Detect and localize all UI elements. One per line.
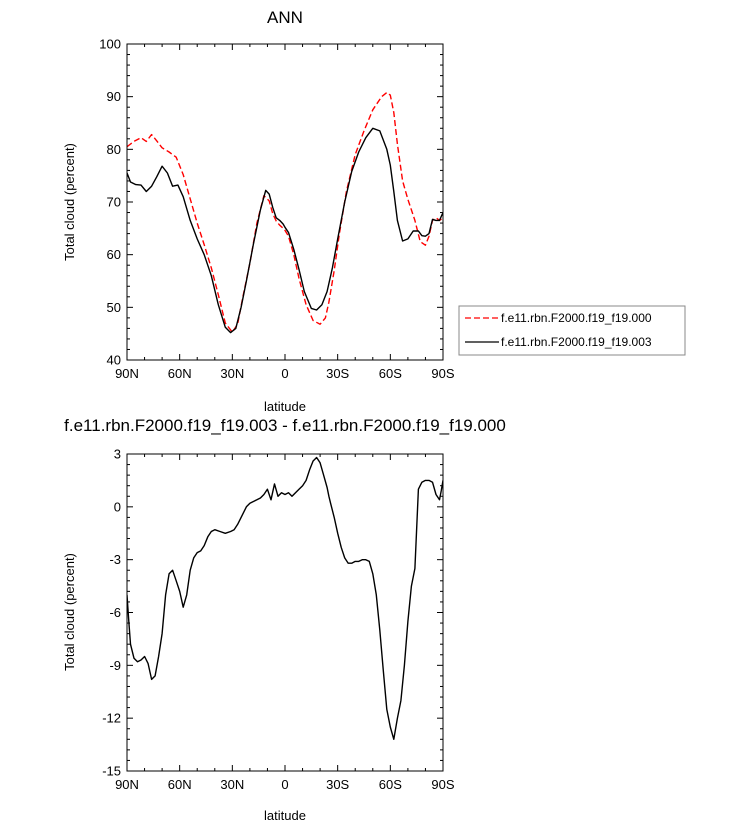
bottom-plot-frame [126,453,444,772]
top-y-tick-label: 50 [107,300,121,315]
bottom-x-tick-label: 90S [431,777,454,792]
bottom-y-tick-label: 0 [114,499,121,514]
legend-entry-1: f.e11.rbn.F2000.f19_f19.000 [501,311,652,325]
bottom-x-tick-label: 60S [379,777,402,792]
bottom-x-tick-label: 30S [326,777,349,792]
top-series-line-1 [127,91,443,333]
top-y-tick-label: 90 [107,89,121,104]
top-x-tick-label: 30N [220,366,244,381]
bottom-y-tick-label: -12 [102,711,121,726]
bottom-chart-title: f.e11.rbn.F2000.f19_f19.003 - f.e11.rbn.… [64,416,506,435]
top-x-tick-label: 60N [168,366,192,381]
top-y-axis-label: Total cloud (percent) [62,143,77,261]
top-plot-frame [126,43,444,361]
bottom-y-tick-label: -3 [109,552,121,567]
top-y-tick-label: 100 [99,37,121,52]
top-y-tick-label: 40 [107,353,121,368]
bottom-panel: f.e11.rbn.F2000.f19_f19.003 - f.e11.rbn.… [62,416,506,823]
top-x-axis-label: latitude [264,399,306,414]
top-y-tick-label: 60 [107,247,121,262]
top-x-tick-label: 90N [115,366,139,381]
bottom-x-tick-label: 60N [168,777,192,792]
top-legend: f.e11.rbn.F2000.f19_f19.000 f.e11.rbn.F2… [458,305,686,356]
bottom-x-tick-label: 90N [115,777,139,792]
bottom-x-axis-label: latitude [264,808,306,823]
top-y-tick-label: 70 [107,195,121,210]
top-x-tick-label: 30S [326,366,349,381]
top-x-tick-label: 0 [281,366,288,381]
bottom-y-axis-label: Total cloud (percent) [62,553,77,671]
bottom-y-tick-label: 3 [114,447,121,462]
legend-entry-2: f.e11.rbn.F2000.f19_f19.003 [501,335,652,349]
top-chart-title: ANN [267,8,303,27]
top-x-tick-label: 90S [431,366,454,381]
bottom-y-tick-label: -15 [102,764,121,779]
top-x-tick-label: 60S [379,366,402,381]
top-y-tick-label: 80 [107,142,121,157]
legend-box [458,305,686,356]
bottom-x-tick-label: 30N [220,777,244,792]
bottom-y-tick-label: -6 [109,605,121,620]
bottom-series-line-1 [127,456,443,740]
bottom-y-tick-label: -9 [109,658,121,673]
bottom-x-tick-label: 0 [281,777,288,792]
top-series-line-2 [127,127,443,334]
